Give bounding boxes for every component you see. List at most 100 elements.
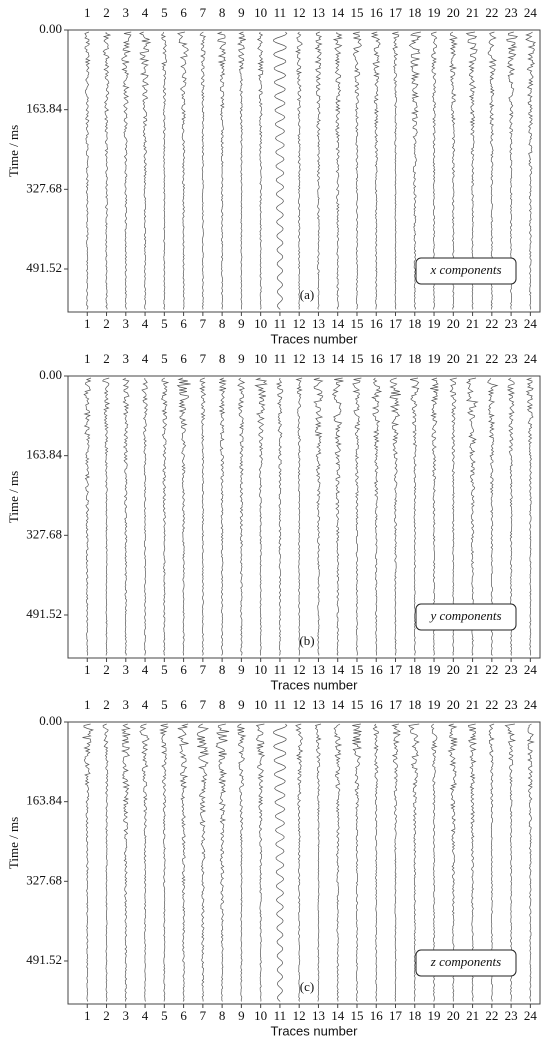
x-tick-label: 16 xyxy=(370,662,384,677)
x-tick-label-top: 16 xyxy=(370,5,384,20)
x-tick-label: 10 xyxy=(254,316,267,331)
x-tick-label: 17 xyxy=(389,662,403,677)
x-tick-label: 18 xyxy=(408,662,421,677)
x-tick-label: 15 xyxy=(350,1008,363,1023)
x-tick-label: 3 xyxy=(123,1008,130,1023)
trace xyxy=(102,31,112,310)
trace xyxy=(410,377,420,656)
trace xyxy=(295,723,304,1002)
x-tick-label: 22 xyxy=(485,316,498,331)
x-tick-label-top: 2 xyxy=(103,351,110,366)
x-tick-label: 6 xyxy=(180,662,187,677)
x-tick-label: 3 xyxy=(123,316,130,331)
x-tick-label-top: 14 xyxy=(331,5,345,20)
x-tick-label-top: 17 xyxy=(389,697,403,712)
x-tick-label: 14 xyxy=(331,662,345,677)
x-tick-label: 14 xyxy=(331,316,345,331)
x-tick-label: 11 xyxy=(274,662,287,677)
x-tick-label: 20 xyxy=(447,1008,460,1023)
trace xyxy=(370,31,381,310)
x-tick-label-top: 5 xyxy=(161,5,168,20)
trace xyxy=(295,31,303,310)
trace xyxy=(102,377,111,656)
annotation: x components xyxy=(429,262,501,277)
x-tick-label: 8 xyxy=(219,662,226,677)
x-axis-label: Traces number xyxy=(271,677,359,692)
trace xyxy=(525,31,537,310)
annotation: z components xyxy=(430,954,501,969)
y-tick-label: 327.68 xyxy=(26,872,62,887)
x-tick-label-top: 12 xyxy=(293,351,306,366)
x-tick-label: 24 xyxy=(524,316,538,331)
y-axis-label: Time / ms xyxy=(6,817,21,869)
annotation-box xyxy=(415,949,517,977)
x-tick-label: 12 xyxy=(293,1008,306,1023)
x-tick-label: 19 xyxy=(428,316,441,331)
trace xyxy=(392,31,400,310)
x-tick-label: 22 xyxy=(485,1008,498,1023)
trace xyxy=(122,377,130,656)
trace xyxy=(352,377,362,656)
x-tick-label-top: 16 xyxy=(370,697,384,712)
trace xyxy=(141,378,148,656)
x-tick-label-top: 15 xyxy=(350,351,363,366)
x-tick-label: 23 xyxy=(505,662,518,677)
x-tick-label-top: 3 xyxy=(123,5,130,20)
x-tick-label-top: 11 xyxy=(274,697,287,712)
x-tick-label-top: 20 xyxy=(447,5,460,20)
trace xyxy=(120,723,131,1002)
x-tick-label: 1 xyxy=(84,662,91,677)
y-tick-label: 491.52 xyxy=(26,952,62,967)
trace xyxy=(102,723,109,1002)
x-tick-label-top: 18 xyxy=(408,697,421,712)
x-tick-label: 20 xyxy=(447,316,460,331)
x-tick-label-top: 9 xyxy=(238,351,245,366)
trace xyxy=(160,377,170,656)
x-tick-label-top: 13 xyxy=(312,697,325,712)
x-tick-label-top: 4 xyxy=(142,351,149,366)
trace xyxy=(82,723,94,1002)
x-tick-label: 23 xyxy=(505,1008,518,1023)
x-tick-label-top: 19 xyxy=(428,697,441,712)
x-tick-label-top: 19 xyxy=(428,5,441,20)
x-tick-label-top: 1 xyxy=(84,5,91,20)
trace xyxy=(372,723,379,1002)
trace xyxy=(84,31,91,310)
x-tick-label: 13 xyxy=(312,662,325,677)
x-tick-label-top: 13 xyxy=(312,5,325,20)
trace xyxy=(314,723,322,1002)
x-tick-label-top: 10 xyxy=(254,351,267,366)
trace xyxy=(391,723,401,1002)
trace xyxy=(215,723,230,1002)
x-tick-label: 21 xyxy=(466,316,479,331)
x-tick-label-top: 6 xyxy=(180,5,187,20)
y-tick-label: 327.68 xyxy=(26,526,62,541)
trace xyxy=(408,31,422,310)
x-tick-label-top: 3 xyxy=(123,697,130,712)
x-tick-label-top: 5 xyxy=(161,351,168,366)
x-tick-label-top: 14 xyxy=(331,351,345,366)
trace xyxy=(331,377,344,656)
trace xyxy=(314,31,323,310)
trace xyxy=(199,31,207,310)
y-tick-label: 163.84 xyxy=(26,793,62,808)
x-tick-label-top: 14 xyxy=(331,697,345,712)
trace xyxy=(160,31,168,310)
x-tick-label-top: 16 xyxy=(370,351,384,366)
x-tick-label: 24 xyxy=(524,662,538,677)
x-tick-label: 9 xyxy=(238,316,245,331)
x-tick-label: 15 xyxy=(350,316,363,331)
trace xyxy=(295,377,303,656)
trace xyxy=(275,377,284,656)
trace xyxy=(121,31,132,310)
x-tick-label: 15 xyxy=(350,662,363,677)
annotation: y components xyxy=(428,608,501,623)
x-tick-label: 8 xyxy=(219,316,226,331)
trace xyxy=(216,31,227,310)
trace xyxy=(525,377,534,656)
trace xyxy=(255,723,266,1002)
trace xyxy=(256,31,265,310)
panel-label: (a) xyxy=(300,287,314,302)
y-tick-label: 491.52 xyxy=(26,260,62,275)
y-tick-label: 163.84 xyxy=(26,447,62,462)
